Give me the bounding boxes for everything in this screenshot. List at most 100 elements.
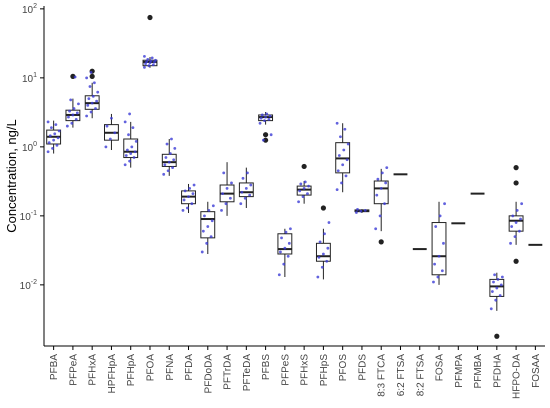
data-point	[96, 90, 100, 94]
x-tick-label: PFNA	[165, 354, 176, 381]
outlier-point	[262, 132, 269, 138]
data-point	[341, 163, 345, 167]
data-point	[496, 277, 500, 281]
x-tick-label: PFHpA	[126, 354, 137, 387]
outlier-point	[320, 205, 327, 211]
category-group	[161, 137, 177, 176]
outlier-point	[301, 163, 307, 170]
data-point	[187, 195, 190, 199]
data-point	[267, 118, 271, 121]
data-point	[134, 139, 138, 143]
data-point	[68, 109, 71, 113]
data-point	[246, 171, 249, 175]
box-iqr	[315, 242, 331, 262]
category-group	[354, 208, 370, 214]
x-tick-label: PFPeA	[68, 354, 79, 386]
data-point	[511, 214, 515, 218]
data-point	[263, 119, 266, 123]
data-point	[89, 70, 93, 74]
data-point	[337, 154, 341, 157]
data-point	[54, 123, 58, 127]
data-point	[183, 189, 187, 193]
category-group	[104, 113, 119, 151]
data-point	[70, 121, 74, 125]
x-tick-label: PFTeDA	[242, 354, 253, 392]
outlier-point	[494, 333, 500, 339]
data-point	[354, 211, 358, 214]
y-tick-label: 10-2	[20, 279, 37, 292]
data-point	[325, 259, 329, 263]
data-point	[165, 142, 169, 146]
data-point	[500, 275, 504, 279]
x-tick-label: PFHxA	[88, 354, 99, 386]
data-point	[52, 138, 56, 142]
data-point	[356, 208, 359, 211]
data-point	[91, 94, 95, 98]
x-tick-label: HFPO-DA	[512, 354, 523, 399]
data-point	[163, 163, 167, 167]
y-tick-label: 101	[22, 72, 37, 85]
data-point	[277, 273, 281, 277]
y-tick-label: 102	[22, 3, 37, 16]
x-tick-label: PFMBA	[473, 354, 484, 389]
data-point	[248, 193, 252, 197]
data-point	[343, 127, 347, 131]
data-point	[124, 154, 128, 157]
data-point	[279, 250, 282, 254]
data-point	[323, 232, 326, 236]
data-point	[284, 230, 288, 234]
outlier-point	[147, 14, 153, 21]
data-point	[258, 121, 262, 125]
data-point	[264, 115, 267, 119]
data-point	[73, 75, 77, 79]
data-point	[105, 124, 109, 128]
data-point	[87, 97, 91, 101]
data-point	[190, 202, 194, 206]
data-point	[145, 60, 149, 64]
data-point	[509, 241, 512, 245]
outlier-point	[89, 73, 95, 79]
data-point	[222, 171, 226, 175]
data-point	[286, 254, 290, 258]
data-point	[519, 217, 522, 221]
data-point	[317, 256, 321, 259]
x-tick-label: FOSA	[435, 354, 446, 382]
data-point	[149, 59, 153, 63]
data-point	[490, 290, 494, 293]
data-point	[363, 208, 367, 212]
data-point	[442, 241, 445, 245]
category-group	[238, 167, 254, 208]
data-point	[298, 189, 302, 193]
y-axis-title: Concentration, ng/L	[4, 119, 19, 232]
data-point	[239, 202, 243, 206]
data-point	[123, 120, 127, 124]
data-point	[297, 200, 300, 204]
x-tick-label: PFOA	[145, 354, 156, 382]
data-point	[287, 241, 291, 245]
data-point	[188, 187, 192, 190]
data-point	[299, 182, 303, 186]
box-iqr	[200, 211, 216, 239]
data-point	[110, 116, 113, 120]
data-point	[173, 146, 177, 150]
data-point	[230, 181, 233, 185]
data-point	[85, 76, 89, 80]
data-point	[181, 208, 185, 212]
data-point	[376, 177, 380, 181]
data-point	[438, 214, 442, 218]
data-point	[249, 183, 253, 187]
data-point	[133, 150, 137, 154]
data-point	[499, 283, 503, 287]
data-point	[240, 190, 244, 194]
data-point	[259, 116, 263, 120]
data-point	[225, 187, 229, 190]
category-group	[508, 165, 524, 264]
data-point	[432, 280, 435, 284]
data-point	[186, 206, 189, 210]
data-point	[65, 124, 69, 128]
data-point	[143, 65, 146, 69]
data-point	[221, 192, 225, 196]
data-point	[131, 126, 135, 130]
category-group	[373, 166, 389, 245]
